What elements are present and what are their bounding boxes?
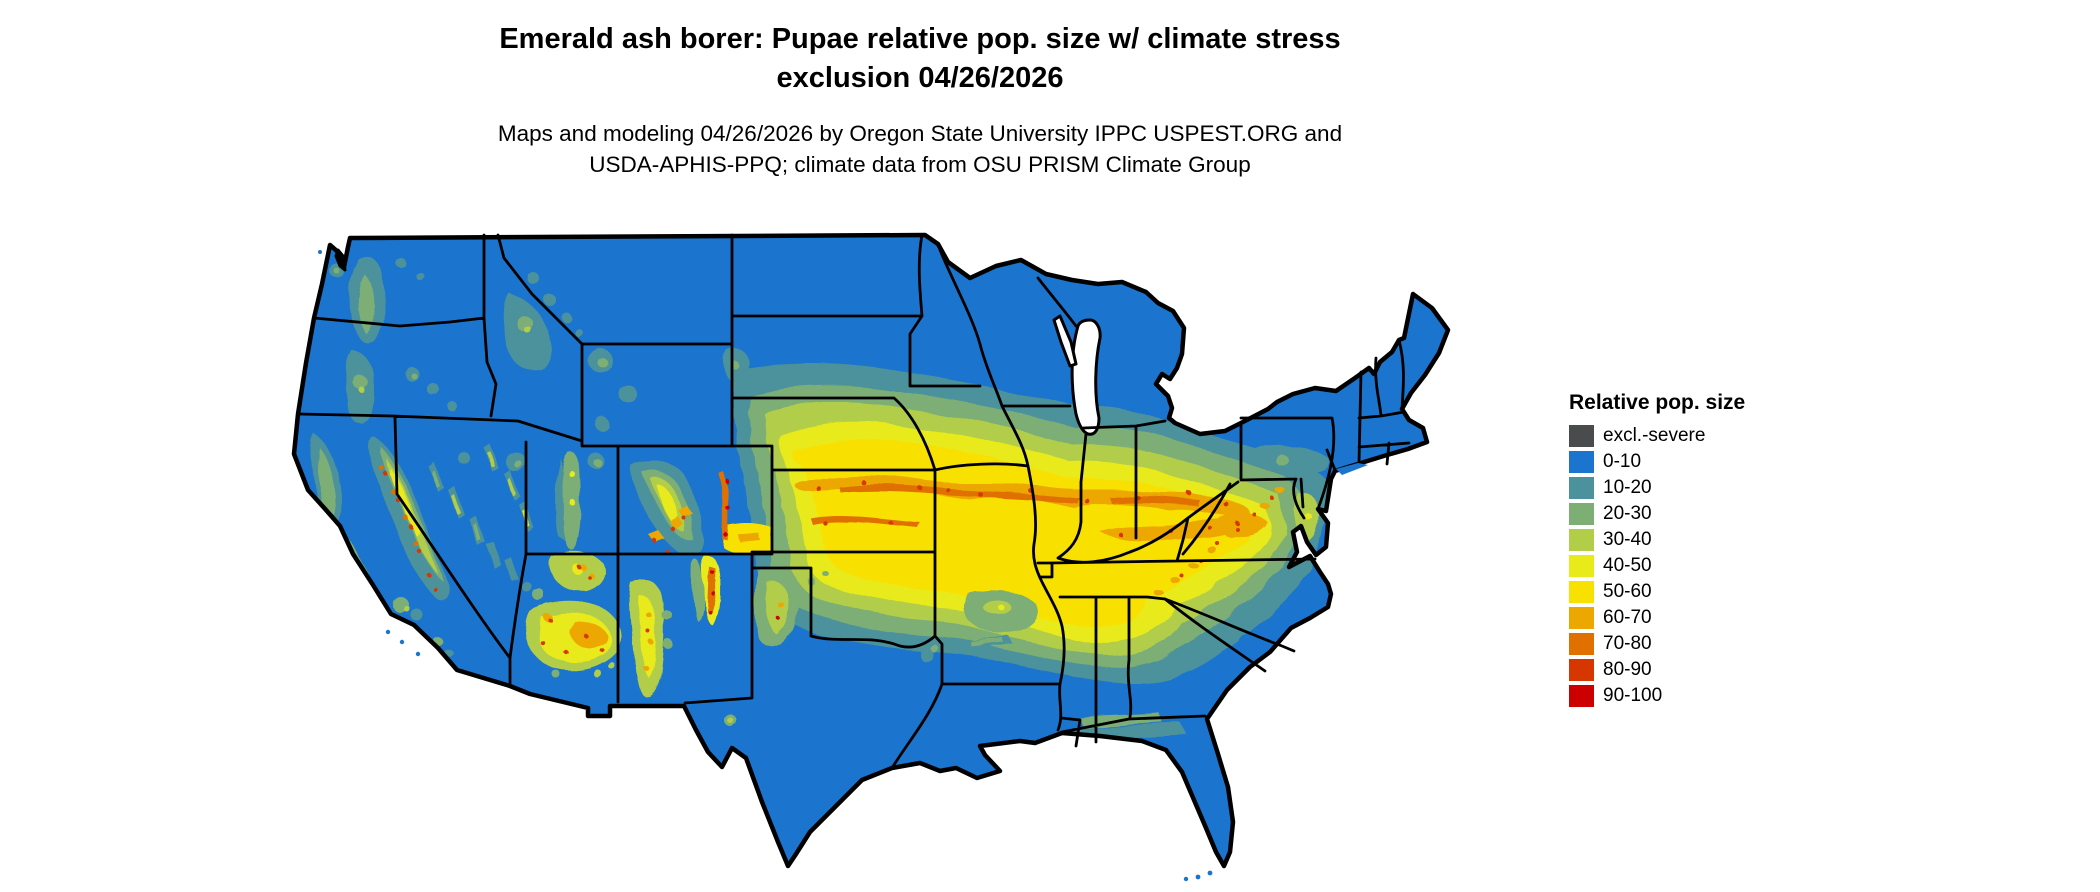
- legend-label: 10-20: [1603, 477, 1652, 498]
- legend-item: 30-40: [1569, 529, 1745, 551]
- legend-swatch: [1569, 633, 1594, 655]
- long-island: [1336, 463, 1368, 475]
- legend-swatch: [1569, 529, 1594, 551]
- legend-swatch: [1569, 685, 1594, 707]
- green-bay: [1052, 314, 1078, 368]
- great-lakes: [334, 248, 1102, 436]
- legend-label: 70-80: [1603, 633, 1652, 654]
- legend-item: 0-10: [1569, 451, 1745, 473]
- legend-swatch: [1569, 607, 1594, 629]
- legend-swatch: [1569, 555, 1594, 577]
- legend-item: 40-50: [1569, 555, 1745, 577]
- population-speckles: [379, 465, 1274, 655]
- map-subtitle-line2: USDA-APHIS-PPQ; climate data from OSU PR…: [589, 152, 1251, 177]
- legend-item: 90-100: [1569, 685, 1745, 707]
- legend-swatch: [1569, 581, 1594, 603]
- legend-swatch: [1569, 425, 1594, 447]
- legend-label: 50-60: [1603, 581, 1652, 602]
- legend-item: 70-80: [1569, 633, 1745, 655]
- legend-item: 80-90: [1569, 659, 1745, 681]
- map-title: Emerald ash borer: Pupae relative pop. s…: [320, 20, 1520, 98]
- legend-label: 20-30: [1603, 503, 1652, 524]
- offshore-islands: [318, 250, 1368, 882]
- legend-label: 80-90: [1603, 659, 1652, 680]
- lake-michigan: [1070, 318, 1102, 436]
- legend-swatch: [1569, 503, 1594, 525]
- map-subtitle: Maps and modeling 04/26/2026 by Oregon S…: [320, 118, 1520, 180]
- legend-items: excl.-severe 0-10 10-20 20-30 30-40 40-50 50-6…: [1569, 425, 1745, 707]
- legend-item: 20-30: [1569, 503, 1745, 525]
- legend-label: 60-70: [1603, 607, 1652, 628]
- legend-swatch: [1569, 659, 1594, 681]
- map-subtitle-line1: Maps and modeling 04/26/2026 by Oregon S…: [497, 121, 1343, 146]
- legend-title: Relative pop. size: [1569, 391, 1746, 414]
- legend-swatch: [1569, 451, 1594, 473]
- legend-label: 40-50: [1603, 555, 1652, 576]
- us-outline: [291, 232, 1451, 869]
- legend-swatch: [1569, 477, 1594, 499]
- legend-item: 60-70: [1569, 607, 1745, 629]
- map-title-line1: Emerald ash borer: Pupae relative pop. s…: [499, 23, 1341, 55]
- legend-label: excl.-severe: [1603, 425, 1706, 446]
- washington-islands: [318, 250, 322, 254]
- legend-label: 30-40: [1603, 529, 1652, 550]
- map-title-line2: exclusion 04/26/2026: [776, 62, 1064, 94]
- channel-islands: [385, 629, 391, 635]
- legend-item: 50-60: [1569, 581, 1745, 603]
- florida-keys: [1207, 870, 1213, 876]
- legend-item: excl.-severe: [1569, 425, 1745, 447]
- legend-label: 90-100: [1603, 685, 1663, 706]
- legend-item: 10-20: [1569, 477, 1745, 499]
- us-choropleth-map: [291, 232, 1451, 882]
- legend: Relative pop. size excl.-severe 0-10 10-20…: [1569, 391, 1745, 711]
- legend-label: 0-10: [1603, 451, 1642, 472]
